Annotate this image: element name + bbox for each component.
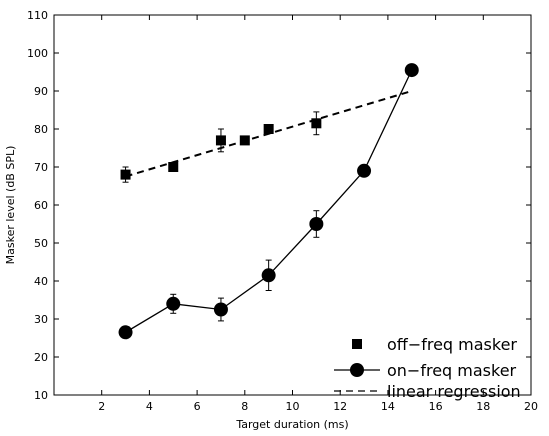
axes-layer: 2 4 6 8 10 12 14 16 18 20 10 20 30 40 50 60 70 80 90 100 110 xyxy=(27,9,538,413)
x-tick-label: 8 xyxy=(241,400,248,413)
on-freq-point xyxy=(404,63,419,78)
off-freq-point xyxy=(263,124,274,134)
off-freq-point xyxy=(311,118,322,129)
y-tick-label: 50 xyxy=(34,237,48,250)
off-freq-point xyxy=(239,135,250,146)
x-tick-label: 14 xyxy=(381,400,395,413)
off-freq-point xyxy=(120,169,131,180)
on-freq-point xyxy=(166,296,181,311)
y-tick-label: 100 xyxy=(27,47,48,60)
x-tick-label: 4 xyxy=(146,400,153,413)
y-tick-label: 70 xyxy=(34,161,48,174)
x-tick-label: 10 xyxy=(286,400,300,413)
y-tick-label: 20 xyxy=(34,351,48,364)
y-tick-label: 30 xyxy=(34,313,48,326)
legend-label-on-freq: on−freq masker xyxy=(387,361,517,380)
y-tick-label: 40 xyxy=(34,275,48,288)
y-tick-label: 110 xyxy=(27,9,48,22)
legend: off−freq masker on−freq masker linear regr… xyxy=(334,335,521,401)
on-freq-point xyxy=(261,268,276,283)
x-tick-label: 6 xyxy=(194,400,201,413)
legend-circle-marker xyxy=(350,363,364,377)
y-tick-label: 10 xyxy=(34,389,48,402)
on-freq-point xyxy=(309,217,324,231)
x-tick-label: 20 xyxy=(524,400,538,413)
y-axis-title: Masker level (dB SPL) xyxy=(4,146,17,265)
on-freq-point xyxy=(118,325,133,340)
x-tick-label: 2 xyxy=(98,400,105,413)
on-freq-line xyxy=(125,69,413,333)
data-layer xyxy=(118,63,419,340)
x-tick-label: 18 xyxy=(476,400,490,413)
y-tick-label: 80 xyxy=(34,123,48,136)
off-freq-point xyxy=(215,135,226,146)
x-axis-title: Target duration (ms) xyxy=(235,418,348,431)
legend-label-regression: linear regression xyxy=(387,382,521,401)
y-tick-label: 60 xyxy=(34,199,48,212)
x-tick-label: 16 xyxy=(429,400,443,413)
x-tick-label: 12 xyxy=(333,400,347,413)
on-freq-point xyxy=(213,302,228,317)
on-freq-point xyxy=(357,163,372,178)
legend-label-off-freq: off−freq masker xyxy=(387,335,517,354)
legend-square-marker xyxy=(352,339,362,349)
off-freq-point xyxy=(168,162,179,172)
y-tick-label: 90 xyxy=(34,85,48,98)
